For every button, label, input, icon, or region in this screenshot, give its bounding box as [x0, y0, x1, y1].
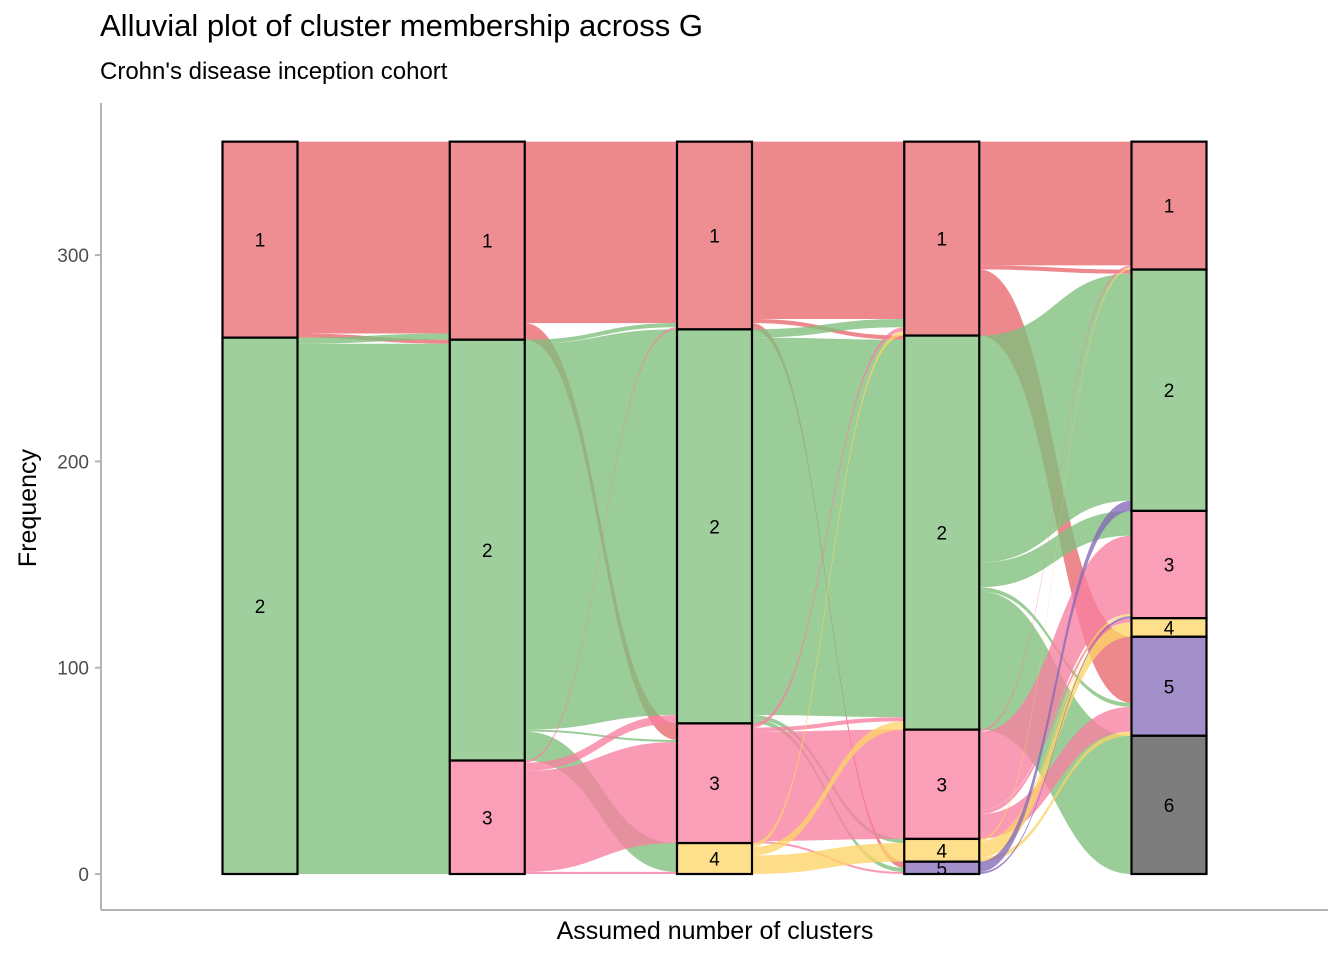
- flow-1-2-to-1: [297, 333, 450, 344]
- flow-3-4-to-2: [752, 721, 905, 856]
- flow-4-1-to-1: [979, 141, 1132, 266]
- flow-4-3-to-1: [979, 265, 1132, 732]
- stratum-label-5-2: 2: [1164, 381, 1175, 402]
- stratum-3-2: [675, 328, 754, 725]
- flow-4-5-to-3: [979, 616, 1132, 874]
- flow-4-3-to-3: [979, 535, 1132, 811]
- chart-title: Alluvial plot of cluster membership acro…: [100, 8, 704, 43]
- stratum-label-4-1: 1: [936, 230, 947, 251]
- stratum-label-3-2: 2: [709, 517, 720, 538]
- axes-layer: [100, 103, 1328, 911]
- y-tick-label: 200: [57, 452, 89, 473]
- flow-1-2-to-2: [297, 343, 450, 761]
- flow-1-2-to-3: [297, 760, 450, 874]
- stratum-2-3: [448, 759, 526, 876]
- stratum-5-1: [1130, 140, 1208, 271]
- flow-1-1-to-1: [297, 141, 450, 334]
- flow-4-1-to-2: [979, 265, 1132, 274]
- stratum-label-4-4: 4: [936, 841, 947, 862]
- flow-4-3-to-4: [979, 618, 1132, 815]
- stratum-3-1: [675, 140, 754, 331]
- stratum-5-2: [1130, 268, 1208, 513]
- flow-4-4-to-3: [979, 614, 1132, 844]
- stratum-1-1: [221, 140, 299, 339]
- flow-2-3-to-2: [524, 715, 677, 771]
- stratum-label-3-1: 1: [709, 227, 720, 248]
- y-axis-title: Frequency: [14, 448, 42, 567]
- flow-3-4-to-4: [752, 843, 905, 874]
- flow-2-3-to-4: [524, 871, 677, 874]
- flow-2-2-to-1: [524, 323, 677, 344]
- stratum-label-5-4: 4: [1164, 618, 1175, 639]
- flow-4-3-to-5: [979, 706, 1132, 839]
- flow-3-1-to-1: [752, 141, 905, 320]
- y-tick-label: 300: [57, 246, 89, 267]
- stratum-label-4-3: 3: [936, 775, 947, 796]
- stratum-label-4-5: 5: [936, 859, 947, 880]
- x-axis-title: Assumed number of clusters: [557, 917, 874, 945]
- flow-2-2-to-3: [524, 729, 677, 742]
- y-tick-label: 0: [78, 865, 89, 886]
- stratum-label-5-5: 5: [1164, 677, 1175, 698]
- stratum-label-4-2: 2: [936, 524, 947, 545]
- flow-3-4-to-1: [752, 331, 905, 848]
- stratum-4-1: [903, 140, 981, 337]
- stratum-label-1-2: 2: [255, 597, 266, 618]
- flow-2-3-to-1: [524, 327, 677, 763]
- flows-layer: [297, 141, 1132, 874]
- stratum-5-3: [1130, 509, 1208, 620]
- flow-4-4-to-5: [979, 731, 1132, 862]
- flow-2-2-to-2: [524, 329, 677, 730]
- chart-subtitle: Crohn's disease inception cohort: [100, 58, 448, 85]
- flow-2-3-to-3: [524, 741, 677, 872]
- stratum-label-2-1: 1: [482, 232, 493, 253]
- stratum-3-4: [675, 841, 754, 876]
- flow-4-2-to-2: [979, 273, 1132, 563]
- stratum-label-3-3: 3: [709, 774, 720, 795]
- flow-2-1-to-1: [524, 141, 677, 324]
- stratum-label-2-3: 3: [482, 808, 493, 829]
- stratum-5-6: [1130, 734, 1208, 876]
- flow-3-3-to-1: [752, 327, 905, 728]
- flow-4-4-to-4: [979, 622, 1132, 858]
- stratum-label-1-1: 1: [255, 231, 266, 252]
- stratum-label-3-4: 4: [709, 850, 720, 871]
- stratum-1-2: [221, 336, 299, 876]
- flow-4-5-to-2: [979, 500, 1132, 872]
- stratum-label-5-1: 1: [1164, 197, 1175, 218]
- stratum-4-2: [903, 334, 981, 731]
- flow-3-2-to-1: [752, 319, 905, 338]
- flow-4-4-to-1: [979, 267, 1132, 841]
- stratum-5-5: [1130, 635, 1208, 737]
- flow-3-3-to-2: [752, 717, 905, 732]
- stratum-4-5: [903, 860, 981, 876]
- stratum-label-2-2: 2: [482, 541, 493, 562]
- y-tick-label: 100: [57, 659, 89, 680]
- stratum-label-5-3: 3: [1164, 556, 1175, 577]
- flow-4-2-to-3: [979, 510, 1132, 588]
- stratum-label-5-6: 6: [1164, 796, 1175, 817]
